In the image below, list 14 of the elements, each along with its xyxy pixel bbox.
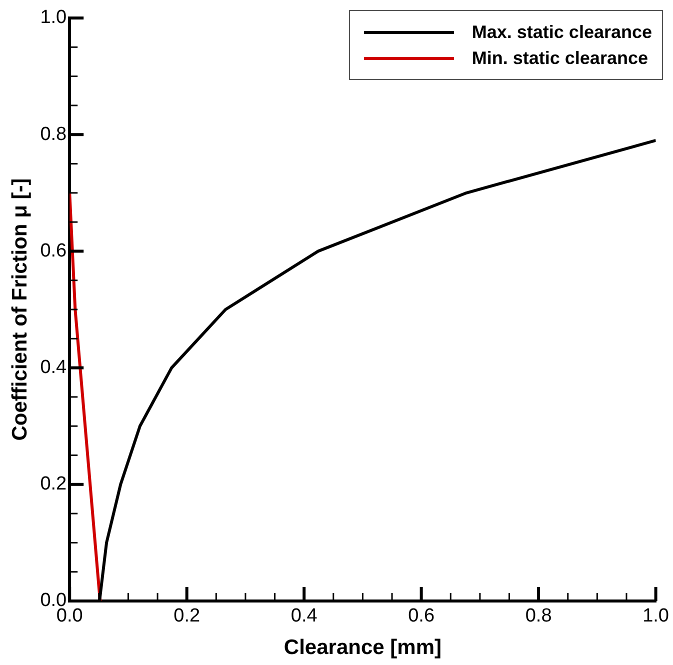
x-tick-label: 0.6: [408, 606, 435, 627]
legend-label: Min. static clearance: [472, 48, 648, 68]
legend-label: Max. static clearance: [472, 22, 652, 42]
x-tick-label: 0.2: [174, 606, 200, 627]
x-tick-label: 0.4: [290, 606, 318, 627]
y-tick-label: 0.6: [40, 240, 67, 262]
x-axis-title: Clearance [mm]: [284, 636, 442, 660]
y-tick-label: 1.0: [40, 7, 67, 28]
y-tick-label: 0.2: [40, 474, 67, 495]
y-tick-label: 0.8: [40, 124, 67, 145]
y-axis-title: Coefficient of Friction μ [-]: [8, 178, 32, 441]
x-tick-label: 1.0: [642, 606, 670, 627]
x-tick-label: 0.8: [525, 606, 552, 627]
y-tick-label: 0.4: [40, 357, 68, 378]
